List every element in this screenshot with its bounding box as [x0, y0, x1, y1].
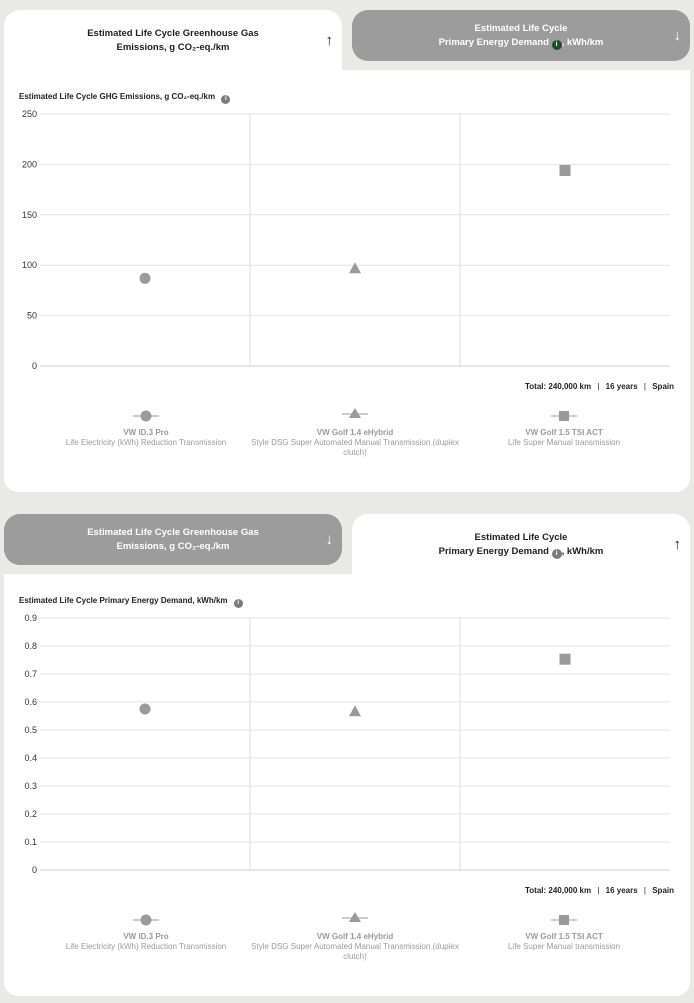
legend-name: VW ID.3 Pro [123, 932, 169, 941]
totals-country: Spain [652, 382, 674, 391]
circle-marker-icon [41, 406, 251, 426]
legend-desc: Life Electricity (kWh) Reduction Transmi… [65, 942, 227, 951]
y-tick-label: 0.6 [24, 697, 37, 707]
totals-separator: | [597, 886, 600, 895]
tab-ghg-line2: Emissions, g CO₂-eq./km [116, 41, 230, 53]
ped-scatter-plot: 0 0.1 0.2 0.3 0.4 0.5 0.6 0.7 0.8 0.9 [24, 614, 670, 875]
y-tick-label: 250 [22, 110, 37, 119]
legend-name: VW Golf 1.4 eHybrid [316, 932, 394, 941]
tab-ghg-emissions[interactable]: Estimated Life Cycle Greenhouse Gas Emis… [4, 10, 342, 71]
tab-ghg-line1: Estimated Life Cycle Greenhouse Gas [87, 526, 259, 538]
totals-label: Total: [524, 382, 547, 391]
legend-item-golf-ehybrid: VW Golf 1.4 eHybrid Style DSG Super Auto… [250, 910, 460, 962]
triangle-marker-icon [250, 910, 460, 930]
y-tick-label: 200 [22, 159, 37, 169]
ghg-panel: Estimated Life Cycle Greenhouse Gas Emis… [4, 10, 690, 492]
arrow-up-icon: ↑ [325, 31, 334, 49]
y-tick-label: 0 [32, 361, 37, 371]
chart-title: Estimated Life Cycle GHG Emissions, g CO… [19, 92, 231, 104]
y-tick-label: 50 [27, 311, 37, 321]
data-point-1 [139, 703, 151, 715]
y-tick-label: 0.4 [24, 753, 37, 763]
tab-ped-line2a: Primary Energy Demand [438, 36, 549, 48]
totals-line: Total: 240,000 km | 16 years | Spain [525, 886, 674, 895]
tab-ped-line1: Estimated Life Cycle [474, 531, 568, 543]
data-point-3 [559, 653, 571, 665]
y-tick-label: 0.8 [24, 641, 37, 651]
arrow-down-icon: ↓ [673, 26, 682, 44]
y-tick-label: 150 [22, 210, 37, 220]
tab-ped-line2b: , kWh/km [561, 545, 604, 557]
tab-primary-energy[interactable]: Estimated Life Cycle Primary Energy Dema… [352, 514, 690, 575]
legend-name: VW Golf 1.4 eHybrid [316, 428, 394, 437]
ghg-chart-card: Estimated Life Cycle GHG Emissions, g CO… [4, 70, 690, 492]
square-marker-icon [459, 910, 669, 930]
legend-item-golf-tsi: VW Golf 1.5 TSI ACT Life Super Manual tr… [459, 910, 669, 952]
data-point-3 [559, 164, 571, 176]
totals-separator: | [643, 382, 646, 391]
chart-title-text: Estimated Life Cycle Primary Energy Dema… [19, 596, 228, 605]
chart-title-text: Estimated Life Cycle GHG Emissions, g CO… [19, 92, 216, 101]
y-tick-label: 100 [22, 260, 37, 270]
legend-desc: Life Super Manual transmission [507, 942, 621, 951]
arrow-up-icon: ↑ [673, 535, 682, 553]
legend-name: VW ID.3 Pro [123, 428, 169, 437]
y-tick-label: 0.2 [24, 809, 37, 819]
square-marker-icon [459, 406, 669, 426]
y-tick-label: 0.5 [24, 725, 37, 735]
legend-desc: Style DSG Super Automated Manual Transmi… [251, 942, 459, 961]
tab-ped-line2a: Primary Energy Demand [438, 545, 549, 557]
y-tick-label: 0.3 [24, 781, 37, 791]
ghg-scatter-plot: 0 50 100 150 200 250 [22, 110, 670, 371]
legend-item-golf-ehybrid: VW Golf 1.4 eHybrid Style DSG Super Auto… [250, 406, 460, 458]
chart-title: Estimated Life Cycle Primary Energy Dema… [19, 596, 243, 608]
totals-separator: | [597, 382, 600, 391]
tab-ghg-line1: Estimated Life Cycle Greenhouse Gas [87, 27, 259, 39]
data-point-2 [349, 705, 361, 717]
totals-years: 16 years [605, 886, 638, 895]
y-tick-label: 0 [32, 865, 37, 875]
info-icon[interactable]: i [551, 39, 562, 50]
y-tick-label: 0.9 [24, 614, 37, 623]
tab-ped-line2b: , kWh/km [561, 36, 604, 48]
legend-item-golf-tsi: VW Golf 1.5 TSI ACT Life Super Manual tr… [459, 406, 669, 448]
legend-item-id3: VW ID.3 Pro Life Electricity (kWh) Reduc… [41, 406, 251, 448]
info-icon[interactable]: i [551, 548, 562, 559]
y-tick-label: 0.1 [24, 837, 37, 847]
legend-desc: Style DSG Super Automated Manual Transmi… [251, 438, 459, 457]
info-icon[interactable]: i [221, 95, 231, 104]
totals-separator: | [643, 886, 646, 895]
legend-name: VW Golf 1.5 TSI ACT [525, 932, 603, 941]
tab-ped-line1: Estimated Life Cycle [474, 22, 568, 34]
triangle-marker-icon [250, 406, 460, 426]
y-tick-label: 0.7 [24, 669, 37, 679]
circle-marker-icon [41, 910, 251, 930]
arrow-down-icon: ↓ [325, 530, 334, 548]
totals-country: Spain [652, 886, 674, 895]
legend-item-id3: VW ID.3 Pro Life Electricity (kWh) Reduc… [41, 910, 251, 952]
data-point-1 [139, 272, 151, 284]
totals-distance: 240,000 km [548, 382, 592, 391]
tab-ghg-emissions[interactable]: Estimated Life Cycle Greenhouse Gas Emis… [4, 514, 342, 565]
totals-years: 16 years [605, 382, 638, 391]
totals-line: Total: 240,000 km | 16 years | Spain [525, 382, 674, 391]
legend-name: VW Golf 1.5 TSI ACT [525, 428, 603, 437]
ped-panel: Estimated Life Cycle Greenhouse Gas Emis… [4, 514, 690, 996]
tab-ghg-line2: Emissions, g CO₂-eq./km [116, 540, 230, 552]
tab-primary-energy[interactable]: Estimated Life Cycle Primary Energy Dema… [352, 10, 690, 61]
legend-desc: Life Electricity (kWh) Reduction Transmi… [65, 438, 227, 447]
ped-chart-card: Estimated Life Cycle Primary Energy Dema… [4, 574, 690, 996]
info-icon[interactable]: i [233, 599, 243, 608]
data-point-2 [349, 262, 361, 274]
totals-distance: 240,000 km [548, 886, 592, 895]
totals-label: Total: [524, 886, 547, 895]
legend-desc: Life Super Manual transmission [507, 438, 621, 447]
